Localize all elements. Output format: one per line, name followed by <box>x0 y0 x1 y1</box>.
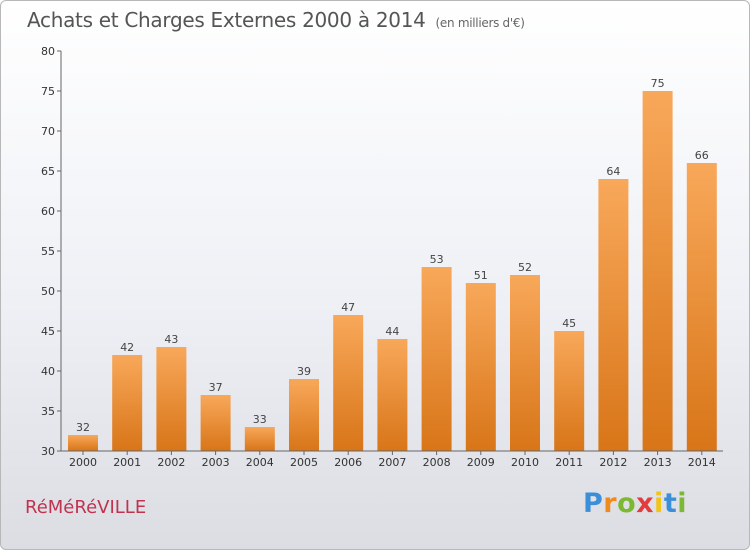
bar-value-label: 42 <box>120 341 134 354</box>
bar-value-label: 52 <box>518 261 532 274</box>
bar <box>377 339 408 451</box>
bar <box>686 163 717 451</box>
x-tick-label: 2003 <box>202 456 230 469</box>
y-tick-label: 60 <box>41 205 55 218</box>
chart-title: Achats et Charges Externes 2000 à 2014 (e… <box>27 8 525 32</box>
x-tick-label: 2008 <box>423 456 451 469</box>
bar <box>642 91 673 451</box>
bar <box>333 315 364 451</box>
logo-letter: r <box>603 488 618 519</box>
bar-value-label: 53 <box>430 253 444 266</box>
y-tick-label: 70 <box>41 125 55 138</box>
x-tick-label: 2004 <box>246 456 274 469</box>
y-tick-label: 50 <box>41 285 55 298</box>
x-tick-label: 2000 <box>69 456 97 469</box>
proxiti-logo: Proxiti <box>583 488 687 519</box>
bar <box>465 283 496 451</box>
x-tick-label: 2007 <box>378 456 406 469</box>
bar <box>510 275 540 451</box>
y-tick-label: 55 <box>41 245 55 258</box>
bar-value-label: 43 <box>164 333 178 346</box>
x-tick-label: 2002 <box>157 456 185 469</box>
logo-letter: o <box>617 488 637 519</box>
bar-value-label: 47 <box>341 301 355 314</box>
x-tick-label: 2012 <box>599 456 627 469</box>
logo-letter: x <box>636 488 655 519</box>
chart-title-text: Achats et Charges Externes 2000 à 2014 <box>27 8 426 32</box>
commune-name: RéMéRéVILLE <box>25 497 147 518</box>
y-tick-label: 40 <box>41 365 55 378</box>
bar <box>68 435 98 451</box>
y-tick-label: 75 <box>41 85 55 98</box>
logo-letter: i <box>677 488 687 519</box>
y-tick-label: 65 <box>41 165 55 178</box>
bar-value-label: 45 <box>562 317 576 330</box>
x-tick-label: 2010 <box>511 456 539 469</box>
y-tick-label: 30 <box>41 445 55 458</box>
y-tick-label: 45 <box>41 325 55 338</box>
bar-value-label: 51 <box>474 269 488 282</box>
bar-value-label: 33 <box>253 413 267 426</box>
y-tick-label: 80 <box>41 45 55 58</box>
y-tick-label: 35 <box>41 405 55 418</box>
bar-value-label: 66 <box>695 149 709 162</box>
logo-letter: P <box>582 488 604 519</box>
logo-letter: t <box>663 488 678 519</box>
bar-value-label: 44 <box>385 325 399 338</box>
bar <box>200 395 231 451</box>
logo-letter: i <box>654 488 664 519</box>
bar <box>598 179 629 451</box>
x-tick-label: 2005 <box>290 456 318 469</box>
bar-value-label: 32 <box>76 421 90 434</box>
bar-value-label: 75 <box>651 77 665 90</box>
x-tick-label: 2011 <box>555 456 583 469</box>
x-tick-label: 2001 <box>113 456 141 469</box>
x-tick-label: 2006 <box>334 456 362 469</box>
x-tick-label: 2013 <box>644 456 672 469</box>
bar <box>289 379 319 451</box>
bar <box>421 267 452 451</box>
x-tick-label: 2014 <box>688 456 716 469</box>
bar <box>244 427 275 451</box>
bar <box>112 355 143 451</box>
bar <box>554 331 585 451</box>
bar <box>156 347 187 451</box>
bar-value-label: 64 <box>606 165 620 178</box>
x-tick-label: 2009 <box>467 456 495 469</box>
bar-value-label: 39 <box>297 365 311 378</box>
bar-value-label: 37 <box>209 381 223 394</box>
chart-unit: (en milliers d'€) <box>435 16 525 30</box>
